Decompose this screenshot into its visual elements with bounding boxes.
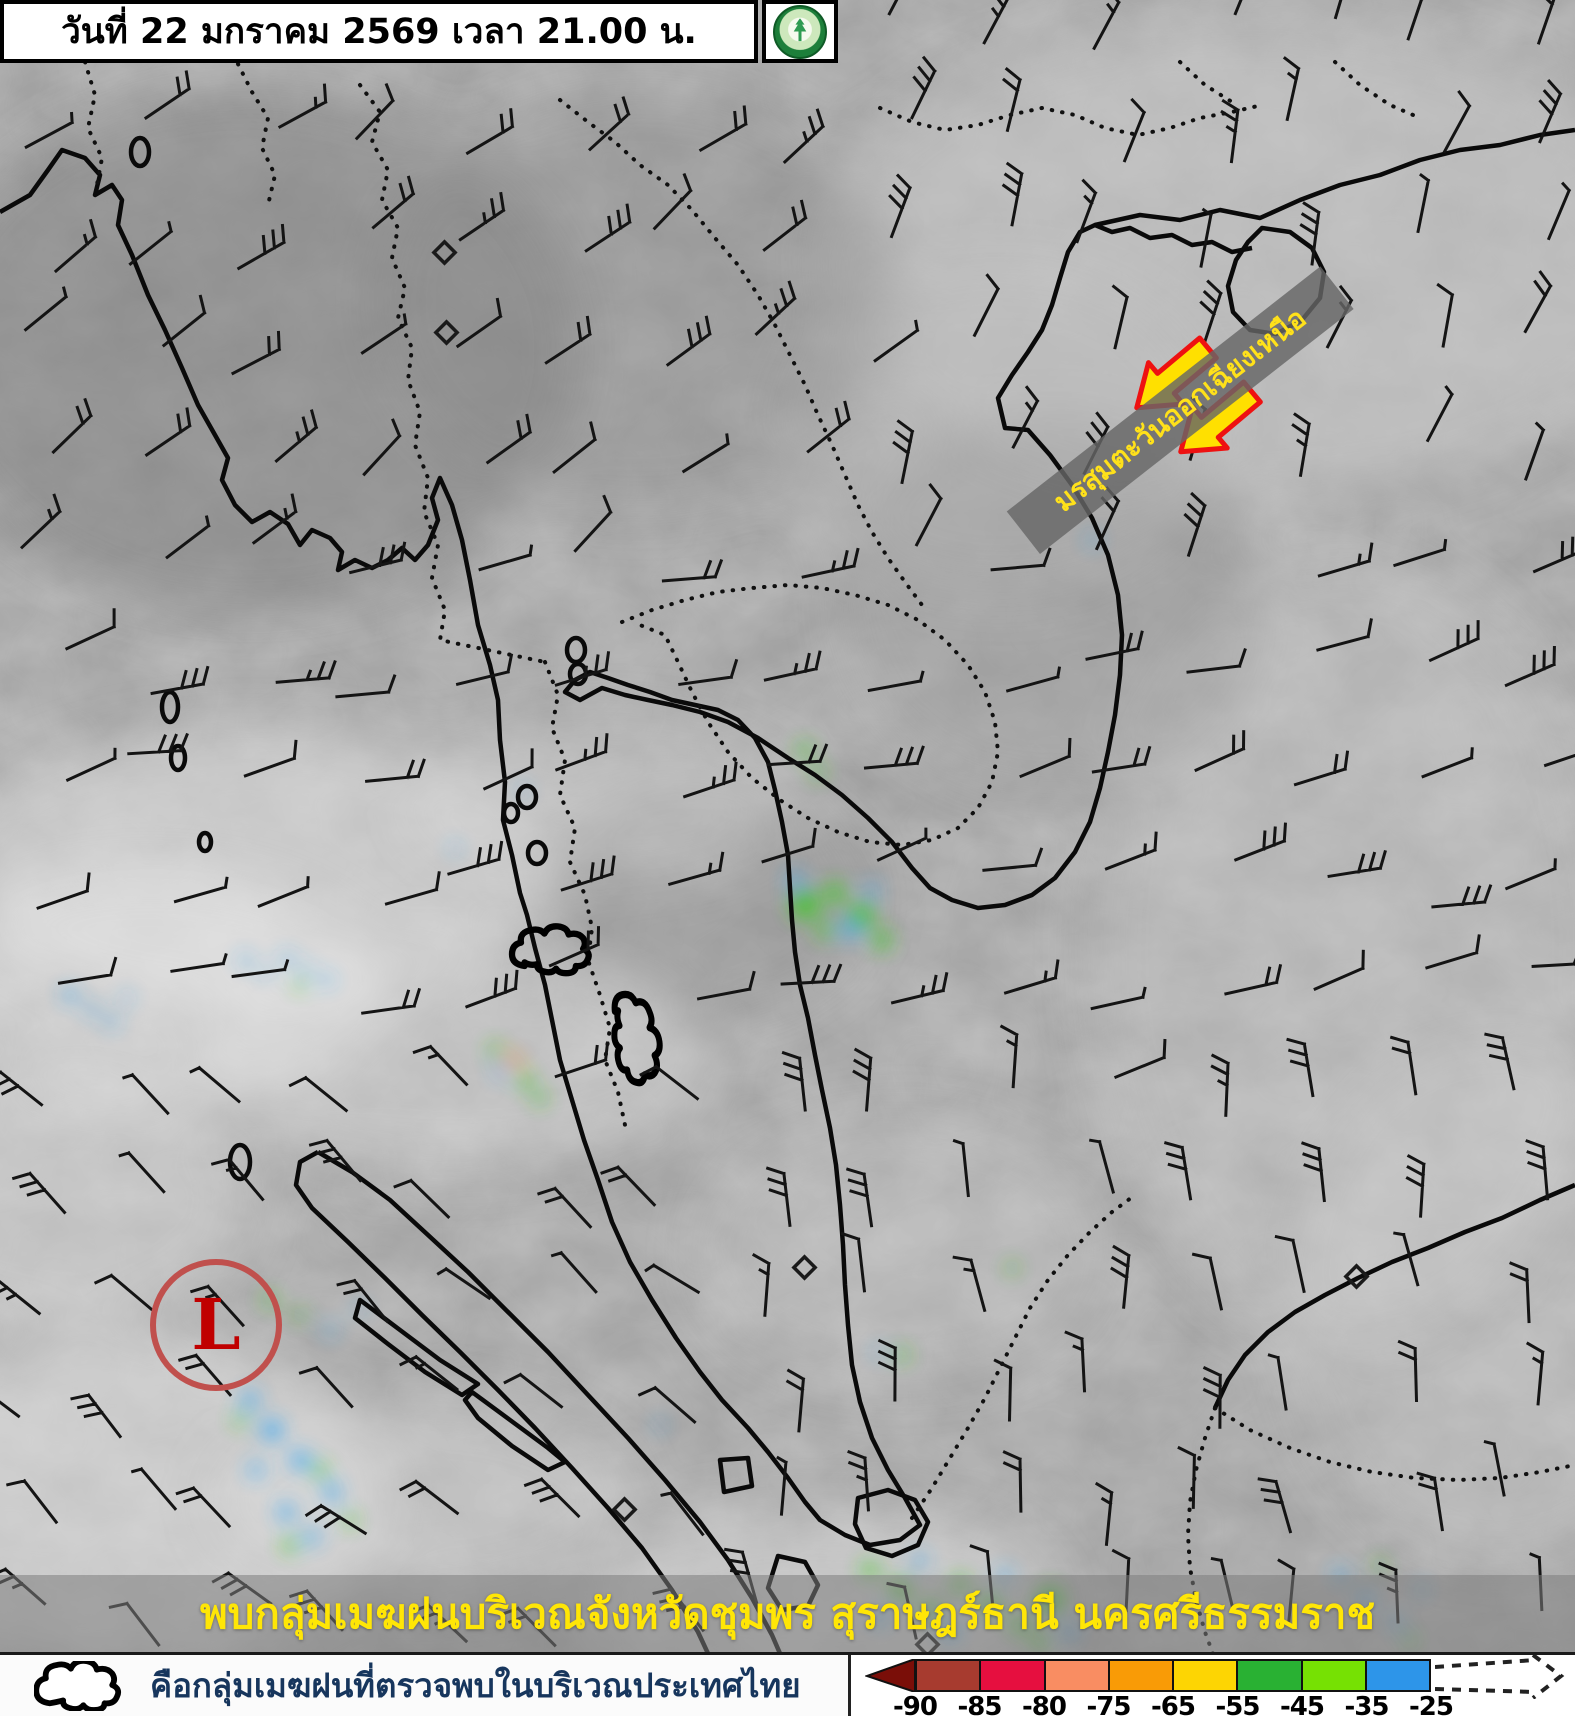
datetime-title-box: วันที่ 22 มกราคม 2569 เวลา 21.00 น. xyxy=(0,0,758,63)
scale-tick-label: -45 xyxy=(1280,1692,1325,1716)
scale-tick-label: -35 xyxy=(1344,1692,1390,1716)
temperature-color-scale: -90 -85 -80 -75 -65 -55 -45 -35 -25 xyxy=(865,1655,1571,1716)
scale-tick-labels: -90 -85 -80 -75 -65 -55 -45 -35 -25 xyxy=(865,1692,1515,1716)
scale-tick-label: -55 xyxy=(1215,1692,1261,1716)
scale-left-arrow-tip xyxy=(865,1659,916,1692)
scale-segment xyxy=(917,1661,980,1690)
scale-segment xyxy=(1172,1661,1237,1690)
scale-segment xyxy=(1043,1661,1108,1690)
scale-segment xyxy=(979,1661,1044,1690)
agency-logo-box xyxy=(762,0,838,63)
wind-barb-field xyxy=(0,0,1575,1648)
scale-tick-label: -85 xyxy=(957,1692,1003,1716)
tmd-logo-icon xyxy=(773,4,827,59)
scale-tick-label: -90 xyxy=(893,1692,938,1716)
scale-tick-label: -65 xyxy=(1151,1692,1196,1716)
rain-cloud-caption-band: พบกลุ่มเมฆฝนบริเวณจังหวัดชุมพร สุราษฎร์ธ… xyxy=(0,1575,1575,1652)
scale-segments xyxy=(915,1659,1431,1692)
low-pressure-marker: L xyxy=(150,1259,282,1391)
scale-segment xyxy=(1364,1661,1429,1690)
scale-segment xyxy=(1107,1661,1172,1690)
temperature-scale-panel: -90 -85 -80 -75 -65 -55 -45 -35 -25 xyxy=(848,1655,1575,1716)
legend-cloud-key: คือกลุ่มเมฆฝนที่ตรวจพบในบริเวณประเทศไทย xyxy=(0,1655,848,1716)
scale-right-dashed-arrow xyxy=(1435,1655,1565,1699)
legend-bar: คือกลุ่มเมฆฝนที่ตรวจพบในบริเวณประเทศไทย … xyxy=(0,1652,1575,1716)
datetime-label: วันที่ 22 มกราคม 2569 เวลา 21.00 น. xyxy=(61,12,697,52)
rain-cloud-caption: พบกลุ่มเมฆฝนบริเวณจังหวัดชุมพร สุราษฎร์ธ… xyxy=(199,1588,1375,1638)
scale-segment xyxy=(1236,1661,1301,1690)
scale-tick-label: -80 xyxy=(1022,1692,1067,1716)
legend-cloud-note: คือกลุ่มเมฆฝนที่ตรวจพบในบริเวณประเทศไทย xyxy=(150,1666,801,1705)
scale-tick-label: -25 xyxy=(1409,1692,1454,1716)
scale-tick-label: -75 xyxy=(1086,1692,1132,1716)
scale-segment xyxy=(1300,1661,1365,1690)
cloud-outline-icon xyxy=(34,1660,122,1711)
low-pressure-letter: L xyxy=(191,1283,241,1366)
